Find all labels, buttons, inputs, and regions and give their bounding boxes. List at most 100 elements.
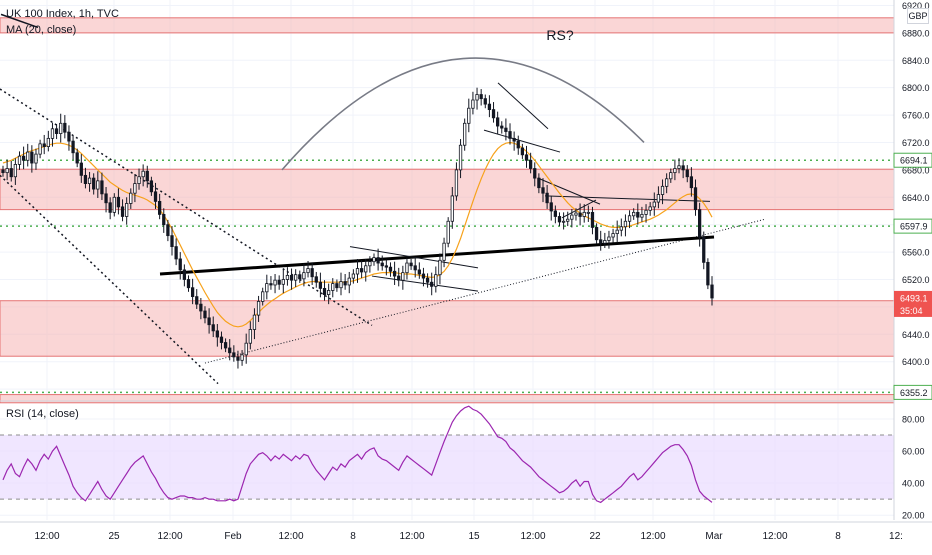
candle-body xyxy=(665,178,669,187)
drawings-group: RS? xyxy=(0,13,766,385)
candle-body xyxy=(46,137,50,147)
candle-body xyxy=(174,246,178,260)
candle-body xyxy=(619,226,623,231)
currency-label: GBP xyxy=(908,11,928,21)
symbol-legend[interactable]: UK 100 Index, 1h, TVC xyxy=(6,8,122,20)
candle-body xyxy=(339,281,343,289)
candle-body xyxy=(116,196,121,208)
candle-body xyxy=(689,176,694,189)
candle-body xyxy=(269,283,273,286)
descending-channel-upper xyxy=(0,88,373,327)
price-tick-label: 6840.0 xyxy=(902,56,930,66)
candle-body xyxy=(5,168,9,174)
candle-body xyxy=(1,169,5,174)
symbol-label: UK 100 Index, 1h, TVC xyxy=(6,8,119,20)
price-tick-label: 6640.0 xyxy=(902,193,930,203)
candle-body xyxy=(537,177,541,189)
candle-body xyxy=(702,236,706,263)
candle-body xyxy=(248,329,252,344)
rsi-tick-label: 20.00 xyxy=(902,511,925,521)
candle-body xyxy=(347,277,351,286)
candle-body xyxy=(615,229,619,234)
candle-body xyxy=(153,191,158,202)
candle-body xyxy=(190,287,195,298)
candle-body xyxy=(586,211,590,214)
neckline xyxy=(159,235,715,276)
rsi-band xyxy=(0,435,894,500)
last-price-label: 6493.1 xyxy=(900,293,928,303)
price-tick-label: 6920.0 xyxy=(902,1,930,11)
time-tick-label: 12:00 xyxy=(640,531,665,542)
price-tick-label: 6440.0 xyxy=(902,330,930,340)
candle-body xyxy=(50,128,55,139)
triangle-lower xyxy=(371,275,479,292)
candle-body xyxy=(566,218,570,222)
candle-body xyxy=(673,168,677,174)
candle-body xyxy=(17,155,22,165)
candle-body xyxy=(261,291,265,302)
candle-body xyxy=(133,183,137,194)
time-tick-label: 12:00 xyxy=(520,531,545,542)
candle-body xyxy=(285,274,290,280)
candle-body xyxy=(54,128,59,134)
candle-body xyxy=(306,268,310,274)
candle-body xyxy=(265,283,269,293)
candle-body xyxy=(508,131,512,139)
candle-body xyxy=(178,258,182,271)
candle-body xyxy=(112,196,116,213)
candle-body xyxy=(96,180,100,190)
rsi-line xyxy=(2,405,713,504)
candle-body xyxy=(463,122,467,146)
candles-group xyxy=(1,87,714,369)
level-price-tag xyxy=(893,218,932,234)
candle-body xyxy=(541,187,545,194)
candle-body xyxy=(59,122,63,134)
candle-body xyxy=(26,151,30,161)
candle-body xyxy=(500,125,504,129)
candle-body xyxy=(322,287,327,295)
rsi-tick-label: 60.00 xyxy=(902,447,925,457)
rsi-label: RSI (14, close) xyxy=(6,408,79,420)
candle-body xyxy=(34,153,38,164)
flag-line-2 xyxy=(483,129,561,153)
ma-label: MA (20, close) xyxy=(6,24,77,36)
annotation-text: RS? xyxy=(546,27,573,43)
ma-legend[interactable]: MA (20, close) xyxy=(6,24,79,36)
candle-body xyxy=(636,211,640,218)
candle-body xyxy=(545,192,549,204)
candle-body xyxy=(413,265,417,271)
price-tick-label: 6880.0 xyxy=(902,28,930,38)
candle-body xyxy=(516,140,520,149)
time-tick-label: 12:00 xyxy=(34,531,59,542)
candle-body xyxy=(108,202,112,213)
candle-body xyxy=(203,310,207,319)
candle-body xyxy=(632,211,636,217)
candle-body xyxy=(207,317,211,326)
candle-body xyxy=(405,262,409,274)
candle-body xyxy=(483,98,487,105)
candle-body xyxy=(611,233,615,238)
candle-body xyxy=(141,170,145,178)
candle-body xyxy=(186,279,191,289)
candle-body xyxy=(67,131,71,142)
candle-body xyxy=(372,257,376,263)
price-tick-label: 6560.0 xyxy=(902,248,930,258)
time-axis: 12:00 25 12:00 Feb 12:00 8 12:00 15 12:00 22 12:00… xyxy=(0,521,932,542)
rsi-legend[interactable]: RSI (14, close) xyxy=(6,408,82,420)
candle-body xyxy=(450,195,454,222)
time-tick-label: 12:00 xyxy=(762,531,787,542)
candle-body xyxy=(30,151,34,164)
price-tick-label: 6760.0 xyxy=(902,111,930,121)
candle-body xyxy=(446,220,450,244)
candle-body xyxy=(310,268,314,278)
price-tick-label: 6720.0 xyxy=(902,138,930,148)
rsi-tick-label: 80.00 xyxy=(902,415,925,425)
corner-stroke xyxy=(0,13,39,29)
candle-body xyxy=(368,261,372,267)
candle-body xyxy=(13,164,18,178)
candle-body xyxy=(693,187,698,211)
candle-body xyxy=(331,283,335,291)
candle-body xyxy=(355,268,360,275)
